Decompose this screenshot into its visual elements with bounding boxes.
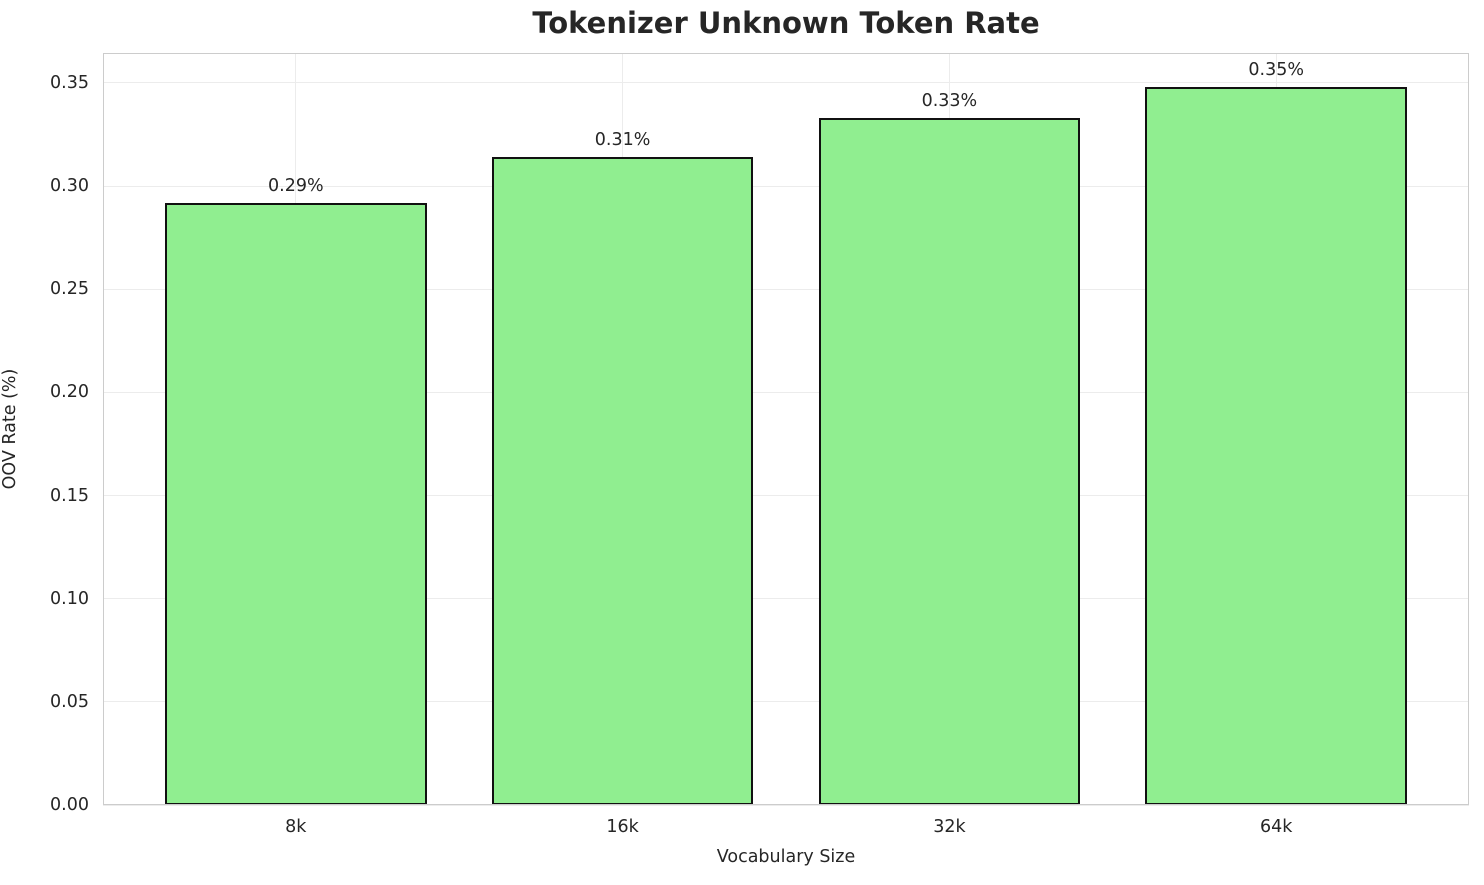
y-tick-label: 0.20 [50, 382, 89, 403]
y-gridline [103, 185, 1469, 187]
bar-value-label: 0.33% [921, 90, 978, 111]
bar-value-label: 0.29% [268, 175, 324, 196]
bar-32k [818, 117, 1081, 805]
x-tick-label: 8k [285, 817, 307, 837]
bar-16k [491, 157, 754, 805]
y-tick-label: 0.05 [50, 691, 89, 712]
y-tick-label: 0.35 [50, 72, 89, 93]
y-gridline [103, 288, 1469, 290]
y-gridline [103, 804, 1469, 806]
y-gridline [103, 82, 1469, 84]
y-tick-label: 0.15 [50, 485, 89, 506]
plot-area [103, 53, 1469, 806]
y-gridline [103, 495, 1469, 497]
bar-8k [165, 202, 427, 805]
x-tick-label: 64k [1259, 817, 1293, 837]
chart-title: Tokenizer Unknown Token Rate [532, 6, 1040, 40]
y-gridline [103, 391, 1469, 393]
x-axis-label: Vocabulary Size [716, 847, 856, 867]
y-tick-label: 0.25 [50, 279, 89, 300]
bar-64k [1145, 87, 1407, 805]
y-tick-label: 0.00 [50, 795, 89, 815]
bar-value-label: 0.35% [1248, 60, 1304, 81]
x-tick-label: 32k [933, 817, 966, 837]
y-gridline [103, 701, 1469, 703]
y-tick-label: 0.10 [50, 588, 89, 609]
x-tick-label: 16k [606, 817, 639, 837]
bar-value-label: 0.31% [594, 130, 651, 151]
y-tick-label: 0.30 [50, 176, 89, 197]
y-gridline [103, 598, 1469, 600]
